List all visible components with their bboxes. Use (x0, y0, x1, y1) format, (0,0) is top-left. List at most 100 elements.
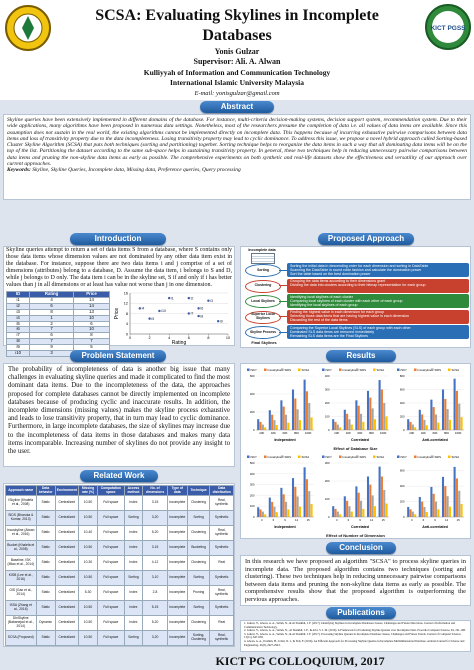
table-row: Bucket (Khalefa et al., 2008) Static Centr… (5, 540, 234, 556)
step-node: Skyline Process (245, 326, 281, 339)
table-cell: Centralized (54, 630, 79, 646)
bar (437, 509, 440, 517)
legend-swatch (264, 368, 267, 371)
table-cell: Incoskyline (Alwan et al., 2016) (5, 525, 37, 541)
bar (458, 403, 461, 430)
x-tick-label: 40K (271, 431, 276, 435)
table-cell: 10-50 (77, 510, 99, 526)
step-point: Grouping the data items according to the… (290, 279, 386, 283)
bar (271, 414, 274, 430)
table-cell: Sorting (186, 570, 211, 586)
table-cell: 5-20 (142, 525, 168, 541)
bar (305, 479, 308, 517)
table-cell: Real, synthetic (209, 630, 234, 646)
y-tick-label: 16 (124, 291, 128, 295)
y-tick-label: 0 (328, 428, 330, 432)
bar (259, 421, 262, 430)
point-label: i7 (191, 312, 194, 316)
connector (279, 300, 287, 302)
legend-label: ISKY (251, 455, 258, 459)
intro-text: Skyline queries attempt to return a set … (6, 247, 232, 288)
legend-swatch (431, 455, 434, 458)
y-tick-label: 400 (250, 392, 255, 396)
connector (279, 331, 287, 333)
bar (357, 492, 360, 517)
table-cell: Sorting (123, 630, 144, 646)
bar (453, 466, 456, 517)
reference: 1. Gulzar, Y., Alwan, A. A., Salleh, N.,… (244, 621, 456, 629)
x-tick-label: 8 (207, 336, 209, 340)
x-tick-label: 3 (336, 518, 338, 522)
table-cell: Incomplete (166, 570, 188, 586)
table-cell: 10-40 (77, 525, 99, 541)
bar-chart: ISKY Incoskyline SIDS SCSA 0 200 400 600 20K 40K 6… (243, 366, 316, 446)
point-label: i10 (161, 309, 166, 313)
bar (444, 398, 447, 430)
column-header: Data distribution (209, 485, 234, 496)
step-box: Finding the highest value in each dimens… (287, 309, 469, 324)
x-tick-label: 12 (295, 518, 299, 522)
y-tick-label: 300 (250, 483, 255, 487)
bar (303, 467, 306, 517)
bar (334, 421, 337, 430)
table-cell: 3-15 (142, 540, 168, 556)
table-cell: Baseline, ISK (Miao et al., 2014) (5, 555, 37, 571)
table-cell: Synthetic (209, 540, 234, 556)
bar (362, 421, 365, 430)
legend-label: SIDS (435, 455, 442, 459)
table-cell: Incomplete (166, 615, 188, 631)
bar (291, 478, 295, 517)
legend-label: Incoskyline (418, 368, 432, 372)
table-cell: Real (209, 555, 234, 571)
title: SCSA: Evaluating Skylines in Incomplete … (95, 7, 379, 44)
section-heading: Results (326, 350, 396, 362)
x-tick-label: 4 (168, 336, 170, 340)
table-cell: Full space (97, 510, 125, 526)
bar (441, 476, 445, 517)
step-node: Sorting (245, 264, 281, 277)
section-heading: Publications (326, 607, 396, 619)
results-panel: ISKY Incoskyline SIDS SCSA 0 200 400 600 20K 40K 6… (240, 363, 471, 539)
kict-logo: KICT PGSS (425, 4, 471, 50)
step-box: Comparing the Superior Local Skylines (S… (287, 325, 469, 339)
point-label: i4 (142, 307, 145, 311)
legend-swatch (264, 455, 267, 458)
table-cell: Index (123, 600, 144, 616)
column-header: Type of data (166, 485, 188, 496)
table-cell: Sorting (186, 600, 211, 616)
y-tick-label: 0 (328, 515, 330, 519)
bar (332, 506, 335, 517)
legend-label: Incoskyline (268, 368, 282, 372)
table-cell: Static (35, 570, 56, 586)
bar-chart: ISKY Incoskyline SIDS SCSA 0 100 200 300 3 6 9 12 15… (318, 453, 391, 533)
bar (336, 511, 339, 517)
y-tick-label: 4 (126, 322, 128, 326)
bar (448, 419, 452, 430)
y-tick-label: 300 (325, 388, 330, 392)
table-cell: Dynamic (35, 615, 56, 631)
x-tick-label: 3 (261, 518, 263, 522)
header-band (0, 0, 474, 100)
legend-swatch (414, 368, 417, 371)
bar (380, 476, 383, 517)
reference: 2. Gulzar, Y., Alwan, A. A., Salleh, N.,… (244, 628, 466, 633)
legend-label: ISKY (326, 368, 333, 372)
point-label: i2 (191, 296, 194, 300)
legend-swatch (431, 368, 434, 371)
legend-swatch (339, 368, 342, 371)
y-tick-label: 200 (325, 401, 330, 405)
bar (360, 500, 363, 517)
bar (264, 514, 267, 517)
table-cell: Centralized (54, 570, 79, 586)
chart-title: Anti-correlated (422, 525, 448, 529)
point (197, 307, 200, 310)
bar (310, 417, 313, 430)
bar (366, 390, 370, 430)
bar (298, 420, 302, 430)
point (207, 299, 210, 302)
table-cell: 5-15 (142, 600, 168, 616)
table-cell: DInSkyline (Babanejad et al., 2014) (5, 615, 37, 631)
table-cell: 10-50 (77, 630, 99, 646)
x-tick-label: 15 (457, 518, 461, 522)
y-tick-label: 400 (400, 484, 405, 488)
